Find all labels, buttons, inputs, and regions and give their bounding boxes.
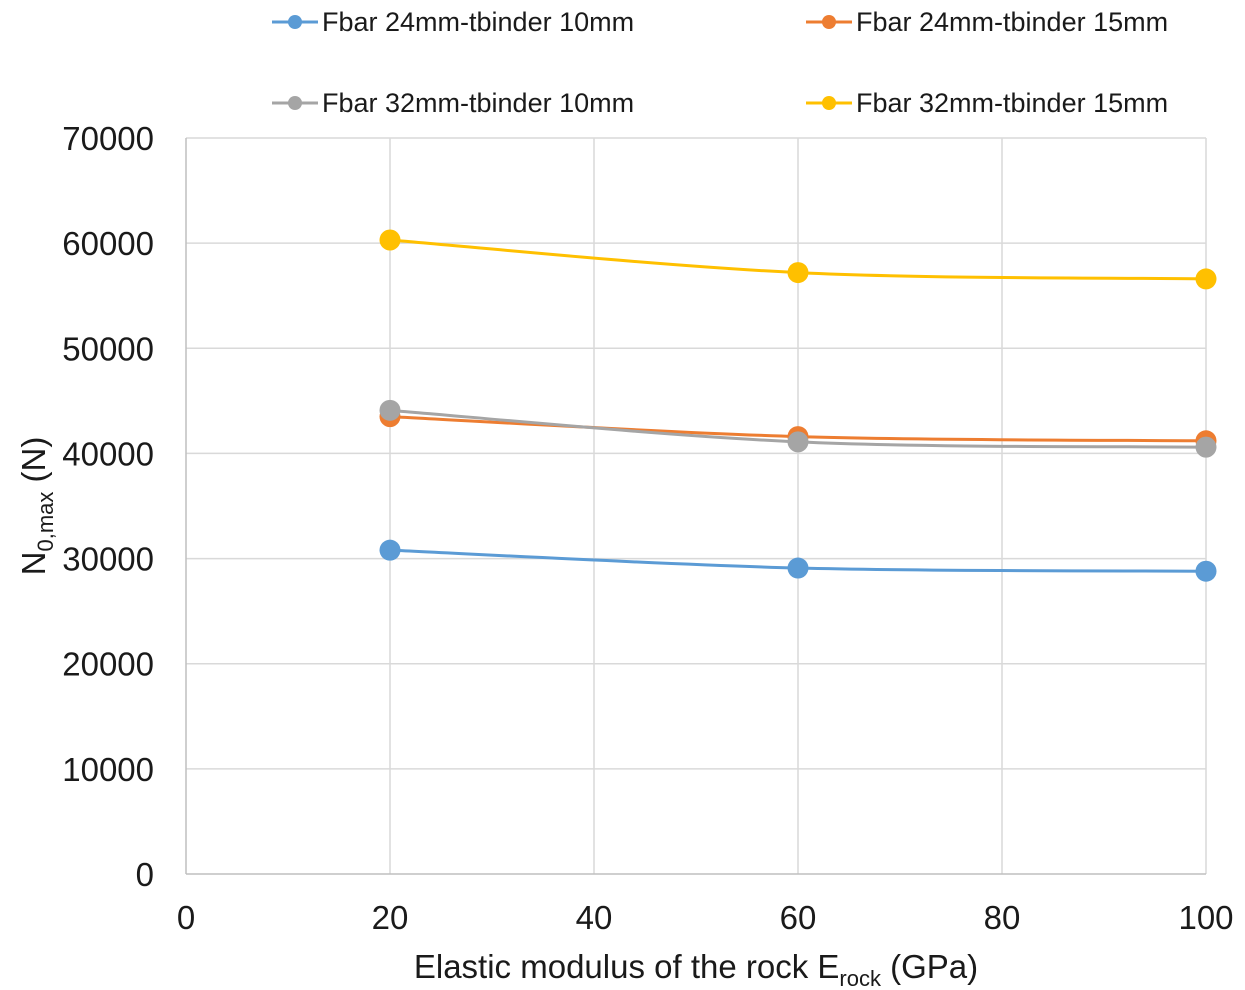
legend: Fbar 24mm-tbinder 10mm Fbar 24mm-tbinder … xyxy=(272,7,1168,118)
y-tick-label: 0 xyxy=(136,856,154,893)
legend-entry: Fbar 24mm-tbinder 10mm xyxy=(272,7,634,37)
legend-entry: Fbar 32mm-tbinder 10mm xyxy=(272,88,634,118)
series-4 xyxy=(379,229,1217,290)
legend-marker xyxy=(288,96,302,110)
x-tick-label: 0 xyxy=(177,899,195,936)
y-axis-ticks: 0 10000 20000 30000 40000 50000 60000 70000 xyxy=(62,120,154,893)
x-tick-label: 60 xyxy=(780,899,817,936)
legend-marker xyxy=(822,15,836,29)
legend-label: Fbar 24mm-tbinder 15mm xyxy=(856,7,1168,37)
series-1 xyxy=(379,539,1217,582)
y-tick-label: 70000 xyxy=(62,120,154,157)
x-axis-title: Elastic modulus of the rock Erock (GPa) xyxy=(414,948,978,990)
legend-marker xyxy=(822,96,836,110)
axes xyxy=(185,138,1206,875)
y-axis-title: N0,max (N) xyxy=(15,437,58,576)
gridlines xyxy=(186,137,1207,874)
y-tick-label: 30000 xyxy=(62,541,154,578)
series-layer xyxy=(379,229,1217,582)
data-point xyxy=(379,539,401,561)
x-tick-label: 40 xyxy=(576,899,613,936)
y-tick-label: 20000 xyxy=(62,646,154,683)
legend-marker xyxy=(288,15,302,29)
legend-label: Fbar 32mm-tbinder 15mm xyxy=(856,88,1168,118)
data-point xyxy=(787,262,809,284)
data-point xyxy=(1195,436,1217,458)
data-point xyxy=(379,399,401,421)
x-tick-label: 80 xyxy=(984,899,1021,936)
legend-label: Fbar 24mm-tbinder 10mm xyxy=(322,7,634,37)
x-axis-ticks: 0 20 40 60 80 100 xyxy=(177,899,1234,936)
legend-label: Fbar 32mm-tbinder 10mm xyxy=(322,88,634,118)
data-point xyxy=(379,229,401,251)
legend-entry: Fbar 24mm-tbinder 15mm xyxy=(806,7,1168,37)
data-point xyxy=(1195,268,1217,290)
y-tick-label: 50000 xyxy=(62,330,154,367)
data-point xyxy=(787,431,809,453)
legend-entry: Fbar 32mm-tbinder 15mm xyxy=(806,88,1168,118)
x-tick-label: 100 xyxy=(1178,899,1233,936)
y-tick-label: 40000 xyxy=(62,435,154,472)
y-tick-label: 10000 xyxy=(62,751,154,788)
series-3 xyxy=(379,399,1217,458)
data-point xyxy=(1195,560,1217,582)
y-tick-label: 60000 xyxy=(62,225,154,262)
data-point xyxy=(787,557,809,579)
x-tick-label: 20 xyxy=(372,899,409,936)
